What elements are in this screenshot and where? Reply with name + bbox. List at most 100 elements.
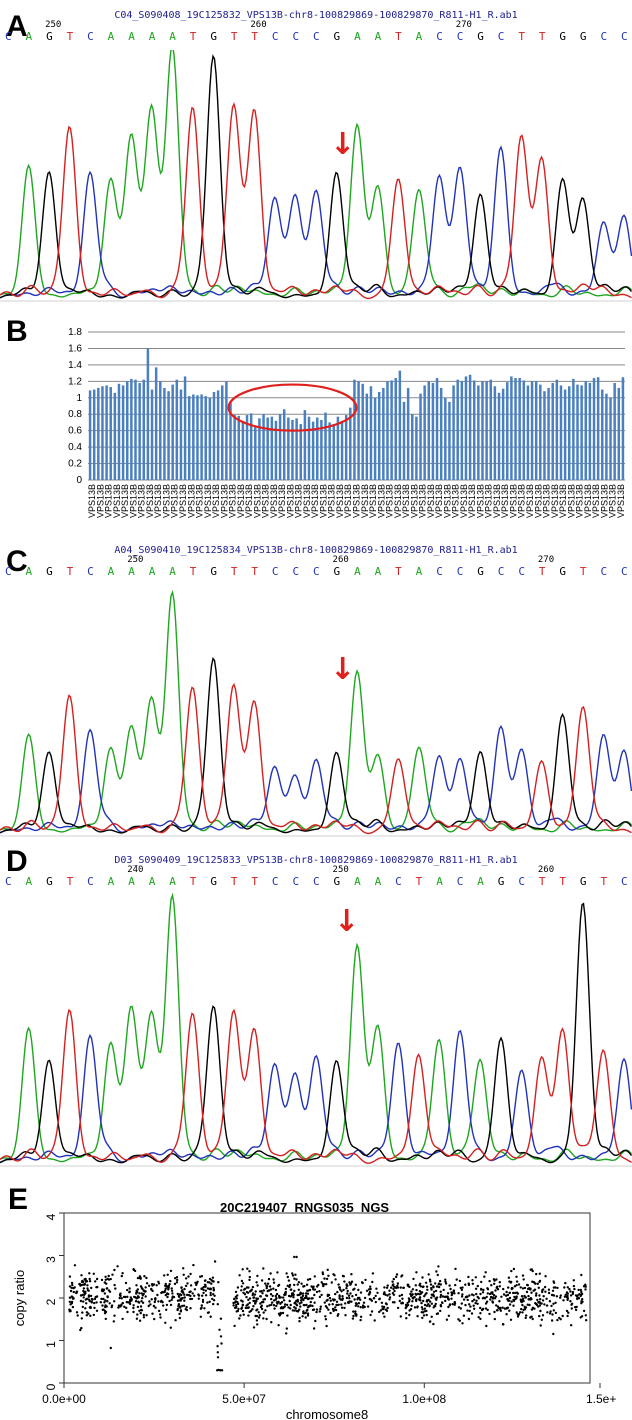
- bar: [200, 394, 203, 480]
- copy-ratio-point: [82, 1287, 86, 1290]
- copy-ratio-point: [140, 1300, 143, 1303]
- copy-ratio-point: [123, 1305, 126, 1308]
- x-category-label: VPS13B: [352, 484, 362, 518]
- base-call: A: [148, 875, 156, 888]
- copy-ratio-point: [260, 1301, 264, 1304]
- copy-ratio-point: [145, 1282, 149, 1285]
- copy-ratio-point: [372, 1297, 376, 1300]
- copy-ratio-point: [500, 1295, 503, 1298]
- copy-ratio-point: [277, 1283, 281, 1287]
- base-call: C: [518, 875, 525, 888]
- copy-ratio-point: [388, 1296, 392, 1299]
- copy-ratio-point: [434, 1282, 437, 1285]
- bar: [435, 378, 439, 480]
- copy-ratio-point: [507, 1276, 511, 1279]
- copy-ratio-point: [434, 1302, 437, 1306]
- copy-ratio-point: [143, 1275, 146, 1278]
- copy-ratio-point: [477, 1316, 480, 1319]
- copy-ratio-point: [386, 1284, 389, 1287]
- bar: [377, 392, 381, 480]
- copy-ratio-point: [87, 1294, 91, 1297]
- copy-ratio-point: [337, 1313, 340, 1316]
- copy-ratio-point: [574, 1308, 578, 1312]
- copy-ratio-point: [275, 1304, 278, 1308]
- copy-ratio-point: [444, 1280, 447, 1283]
- copy-ratio-point: [109, 1346, 113, 1350]
- bar: [212, 392, 216, 480]
- copy-ratio-point: [400, 1275, 403, 1278]
- copy-ratio-point: [92, 1272, 96, 1275]
- copy-ratio-point: [448, 1303, 452, 1306]
- copy-ratio-point: [515, 1280, 519, 1283]
- copy-ratio-point: [216, 1351, 219, 1354]
- bar: [291, 419, 294, 480]
- copy-ratio-point: [208, 1300, 211, 1303]
- copy-ratio-point: [245, 1290, 249, 1294]
- copy-ratio-point: [189, 1297, 192, 1301]
- copy-ratio-point: [267, 1289, 270, 1292]
- copy-ratio-point: [394, 1275, 398, 1279]
- copy-ratio-point: [418, 1290, 422, 1293]
- bar: [229, 401, 232, 480]
- copy-ratio-point: [379, 1309, 382, 1312]
- bar: [353, 379, 356, 480]
- copy-ratio-point: [141, 1301, 145, 1304]
- copy-ratio-point: [270, 1321, 273, 1324]
- copy-ratio-point: [351, 1317, 355, 1320]
- copy-ratio-point: [338, 1286, 341, 1289]
- x-category-label: VPS13B: [360, 484, 370, 518]
- copy-ratio-point: [303, 1296, 307, 1300]
- x-tick-label: 0.0e+00: [42, 1392, 86, 1406]
- trace-G: [0, 54, 632, 299]
- copy-ratio-point: [262, 1317, 265, 1320]
- x-category-label: VPS13B: [228, 484, 238, 518]
- copy-ratio-point: [370, 1310, 374, 1313]
- copy-ratio-point: [101, 1304, 104, 1307]
- copy-ratio-point: [87, 1312, 90, 1315]
- copy-ratio-point: [253, 1299, 256, 1303]
- copy-ratio-point: [204, 1289, 207, 1292]
- copy-ratio-point: [102, 1308, 105, 1311]
- copy-ratio-point: [534, 1294, 538, 1297]
- copy-ratio-point: [289, 1295, 292, 1298]
- copy-ratio-point: [410, 1290, 413, 1293]
- base-call: G: [333, 565, 341, 578]
- base-call: G: [477, 30, 484, 43]
- bar: [382, 387, 385, 480]
- copy-ratio-point: [448, 1284, 451, 1287]
- copy-ratio-point: [551, 1313, 554, 1316]
- copy-ratio-point: [441, 1301, 444, 1305]
- base-call: C: [456, 30, 464, 43]
- copy-ratio-point: [507, 1286, 510, 1289]
- copy-ratio-point: [330, 1281, 333, 1284]
- base-call: C: [395, 875, 402, 888]
- base-call: T: [538, 30, 546, 43]
- copy-ratio-point: [406, 1301, 409, 1305]
- copy-ratio-point: [457, 1318, 460, 1321]
- copy-ratio-point: [515, 1284, 518, 1287]
- copy-ratio-point: [181, 1304, 184, 1308]
- copy-ratio-point: [432, 1286, 435, 1289]
- copy-ratio-point: [329, 1311, 332, 1315]
- copy-ratio-point: [554, 1286, 557, 1289]
- copy-ratio-point: [468, 1303, 471, 1306]
- copy-ratio-point: [395, 1273, 399, 1276]
- copy-ratio-point: [169, 1269, 173, 1273]
- copy-ratio-point: [293, 1255, 296, 1259]
- copy-ratio-point: [201, 1294, 204, 1297]
- copy-ratio-point: [104, 1275, 107, 1278]
- copy-ratio-point: [577, 1297, 581, 1300]
- base-call: A: [477, 875, 484, 888]
- copy-ratio-point: [437, 1283, 440, 1286]
- copy-ratio-point: [396, 1306, 400, 1310]
- copy-ratio-point: [520, 1295, 524, 1298]
- copy-ratio-point: [293, 1309, 296, 1312]
- copy-ratio-point: [373, 1319, 376, 1322]
- copy-ratio-point: [203, 1279, 207, 1282]
- base-call: A: [415, 565, 423, 578]
- copy-ratio-point: [181, 1296, 184, 1300]
- copy-ratio-point: [303, 1284, 306, 1288]
- bar: [365, 393, 369, 480]
- bar: [295, 418, 298, 480]
- copy-ratio-point: [479, 1306, 482, 1310]
